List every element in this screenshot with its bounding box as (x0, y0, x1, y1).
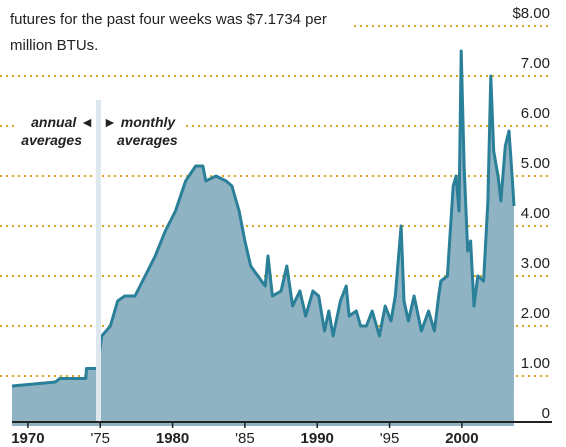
text-bg (0, 0, 350, 62)
y-tick-label: 2.00 (521, 305, 550, 322)
y-tick-label: 4.00 (521, 205, 550, 222)
annotation: ► monthly (103, 114, 176, 130)
y-tick-label: 7.00 (521, 55, 550, 72)
plot (11, 49, 516, 426)
x-tick-label: 2000 (445, 430, 478, 447)
x-tick-label: 1990 (301, 430, 334, 447)
annotation: averages (21, 132, 82, 148)
subtitle: futures for the past four weeks was $7.1… (10, 11, 327, 28)
divider (96, 100, 101, 422)
x-tick-label: '75 (90, 430, 110, 447)
line (11, 49, 516, 388)
x-tick-label: '95 (380, 430, 400, 447)
x-tick-label: '85 (235, 430, 255, 447)
y-tick-label: 0 (542, 405, 550, 422)
area (12, 51, 514, 426)
y-tick-label: 1.00 (521, 355, 550, 372)
annotation: averages (117, 132, 178, 148)
x-tick-label: 1970 (11, 430, 44, 447)
x-tick-label: 1980 (156, 430, 189, 447)
annotation: annual ◄ (31, 114, 94, 130)
y-tick-label: 5.00 (521, 155, 550, 172)
subtitle: million BTUs. (10, 37, 98, 54)
y-tick-label: 3.00 (521, 255, 550, 272)
y-tick-label: $8.00 (512, 5, 550, 22)
y-tick-label: 6.00 (521, 105, 550, 122)
